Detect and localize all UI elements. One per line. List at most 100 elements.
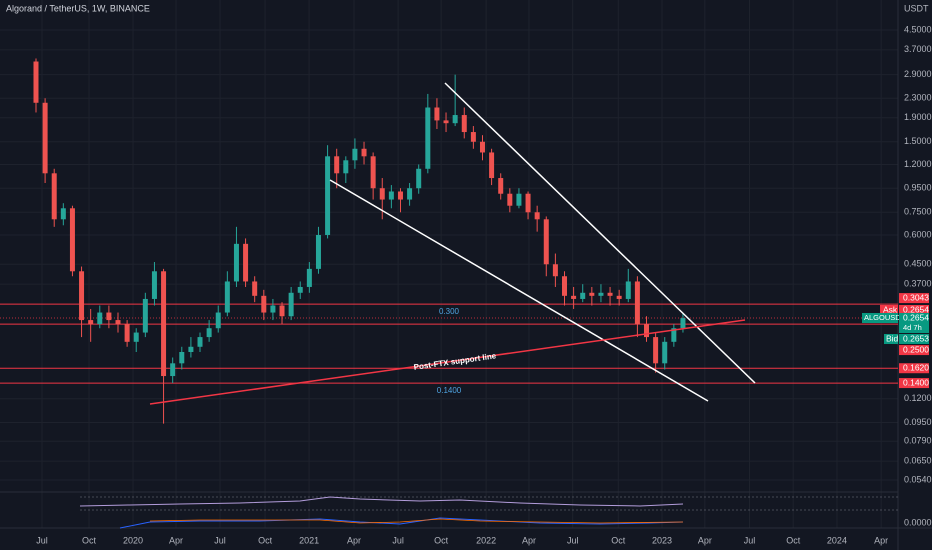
candle-body xyxy=(106,312,112,321)
x-tick-label: Oct xyxy=(611,535,626,545)
candle-body xyxy=(607,292,613,296)
candle-body xyxy=(543,219,549,265)
x-tick-label: Oct xyxy=(82,535,97,545)
y-tick-label: 0.0950 xyxy=(904,417,932,427)
candle-body xyxy=(625,281,631,299)
candle-body xyxy=(142,298,148,333)
candle-body xyxy=(653,337,659,364)
y-tick-label: 0.0790 xyxy=(904,436,932,446)
candle-body xyxy=(224,281,230,313)
annotation: 0.300 xyxy=(439,307,460,316)
candle-body xyxy=(33,61,39,103)
x-tick-label: 2020 xyxy=(123,535,143,545)
x-tick-label: Jul xyxy=(744,535,756,545)
x-tick-label: Oct xyxy=(258,535,273,545)
y-tick-label: 4.5000 xyxy=(904,24,932,34)
candle-body xyxy=(261,295,267,313)
candle-body xyxy=(279,305,285,317)
candle-body xyxy=(124,324,130,342)
trendline xyxy=(329,179,709,402)
bid-label: Bid xyxy=(886,333,899,343)
candle-body xyxy=(206,328,212,338)
candle-body xyxy=(151,271,157,299)
candle-body xyxy=(133,332,139,342)
candle-body xyxy=(580,292,586,299)
level-tag xyxy=(899,293,929,304)
y-tick-label: 1.5000 xyxy=(904,136,932,146)
levels xyxy=(0,303,898,384)
candle-body xyxy=(79,271,85,321)
grid xyxy=(0,0,898,528)
y-tick-label: 0.0650 xyxy=(904,456,932,466)
annotation: 0.1400 xyxy=(437,386,462,395)
candle-body xyxy=(516,193,522,206)
candle-body xyxy=(170,363,176,377)
level-tag xyxy=(899,345,929,356)
candle-body xyxy=(288,292,294,317)
ask-value: 0.2654 xyxy=(903,304,929,314)
x-tick-label: 2023 xyxy=(652,535,672,545)
x-tick-label: Jul xyxy=(567,535,579,545)
y-tick-label: 2.3000 xyxy=(904,93,932,103)
candle-body xyxy=(270,305,276,313)
currency-label: USDT xyxy=(904,3,929,13)
level-tag-label: 0.1400 xyxy=(903,377,929,387)
ask-tag xyxy=(899,305,929,315)
indicator-line xyxy=(119,517,684,529)
level-tag xyxy=(899,363,929,374)
candle-body xyxy=(334,156,340,174)
x-tick-label: Jul xyxy=(392,535,404,545)
candle-body xyxy=(680,318,686,329)
candle-body xyxy=(343,160,349,174)
y-tick-label: 3.7000 xyxy=(904,44,932,54)
price-line-countdown: 4d 7h xyxy=(903,323,922,332)
candle-body xyxy=(452,115,458,124)
bid-tag xyxy=(899,334,929,344)
y-tick-label: 0.6000 xyxy=(904,229,932,239)
y-tick-label: 1.9000 xyxy=(904,112,932,122)
level-tag-label: 0.2500 xyxy=(903,344,929,354)
price-tags: Ask 0.2654 ALGOUSDT 0.2654 4d 7h Bid 0.2… xyxy=(862,304,929,344)
candle-body xyxy=(525,193,531,213)
candle-body xyxy=(461,115,467,133)
candle-body xyxy=(671,328,677,342)
price-line-tag xyxy=(862,313,898,323)
indicator-line xyxy=(79,496,684,507)
x-tick-label: Jul xyxy=(214,535,226,545)
candle-body xyxy=(561,276,567,296)
y-tick-label: 0.7500 xyxy=(904,207,932,217)
candle-body xyxy=(60,208,66,220)
trendline xyxy=(444,82,756,384)
y-tick-label: 0.4500 xyxy=(904,259,932,269)
candle-body xyxy=(69,208,75,272)
candle-body xyxy=(534,212,540,220)
chart-title: Algorand / TetherUS, 1W, BINANCE xyxy=(6,3,150,13)
price-line-value: 0.2654 xyxy=(903,312,929,322)
candle-body xyxy=(243,243,249,282)
y-tick-label: 0.1200 xyxy=(904,393,932,403)
candle-body xyxy=(306,268,312,287)
candle-body xyxy=(507,193,513,206)
indicator-tick-label: 0.0000 xyxy=(904,517,932,527)
level-tag xyxy=(899,378,929,389)
bid-tag xyxy=(884,334,898,344)
candle-body xyxy=(215,312,221,329)
indicator-line xyxy=(149,518,684,524)
candle-body xyxy=(416,168,422,189)
bid-value: 0.2653 xyxy=(903,333,929,343)
candle-body xyxy=(571,295,577,299)
x-tick-label: Apr xyxy=(698,535,712,545)
level-tag-label: 0.3043 xyxy=(903,292,929,302)
candle-body xyxy=(51,173,57,220)
x-tick-label: 2021 xyxy=(299,535,319,545)
y-tick-label: 0.3700 xyxy=(904,279,932,289)
candle-body xyxy=(397,191,403,200)
candle-body xyxy=(662,341,668,364)
price-line-tag xyxy=(899,313,929,333)
candle-body xyxy=(552,264,558,277)
candle-body xyxy=(489,152,495,179)
candle-body xyxy=(197,337,203,347)
candle-body xyxy=(252,281,258,296)
candle-body xyxy=(388,191,394,200)
